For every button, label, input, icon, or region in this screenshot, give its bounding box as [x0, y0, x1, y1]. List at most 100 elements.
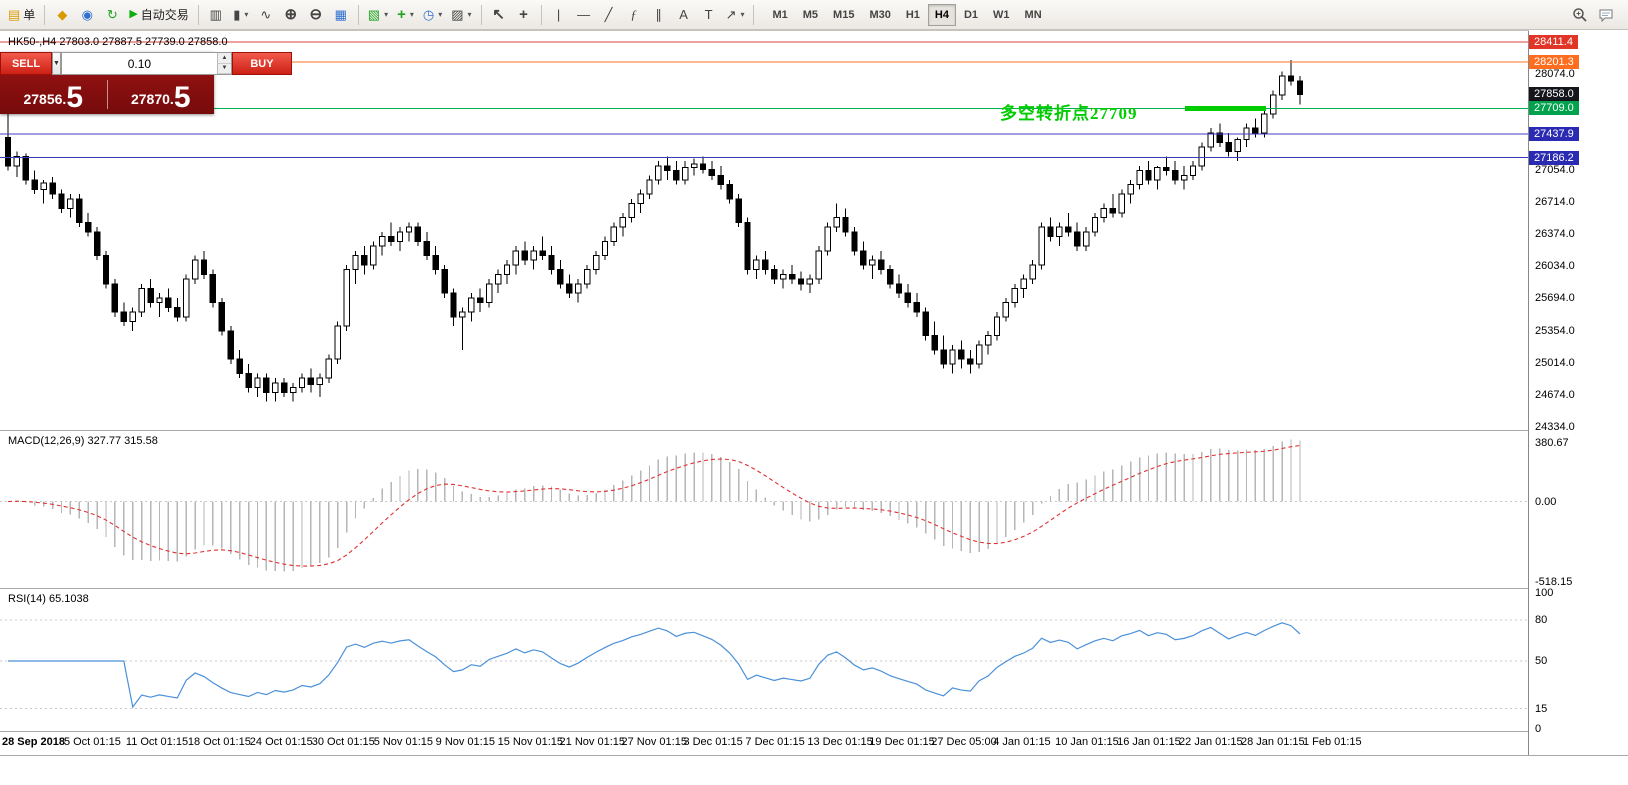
toolbar-right-group	[1568, 3, 1624, 27]
timeframe-w1[interactable]: W1	[986, 4, 1017, 26]
toolbar-separator	[357, 4, 359, 25]
text-tool-button[interactable]: A	[672, 3, 696, 27]
line-chart-icon: ∿	[260, 7, 272, 22]
buy-price[interactable]: 27870. 5	[108, 75, 215, 114]
candlestick-chart-button[interactable]: ▮ ▾	[229, 3, 253, 27]
timeframe-group: M1 M5 M15 M30 H1 H4 D1 W1 MN	[765, 3, 1049, 26]
indicators-button[interactable]: + ▾	[393, 3, 418, 27]
autotrading-label: 自动交易	[140, 8, 189, 22]
profile-button[interactable]: ◉	[75, 3, 99, 27]
timeframe-h4[interactable]: H4	[927, 3, 956, 26]
rsi-axis-tick: 15	[1535, 702, 1548, 715]
timeframe-mn[interactable]: MN	[1018, 4, 1049, 26]
price-label: 27709.0	[1529, 101, 1579, 116]
volume-spinner: ▲ ▼	[216, 53, 231, 74]
price-tick: 26714.0	[1535, 196, 1575, 209]
price-divider	[106, 80, 108, 109]
shapes-tool-button[interactable]: ↗ ▾	[722, 3, 749, 27]
order-options-dropdown[interactable]: ▼	[52, 52, 61, 75]
favorites-icon: ◆	[57, 7, 68, 22]
rsi-axis-tick: 100	[1535, 587, 1554, 599]
price-label: 27437.9	[1529, 126, 1579, 141]
channel-tool-button[interactable]: ∥	[647, 3, 671, 27]
dropdown-caret-icon: ▾	[244, 10, 249, 19]
zoom-out-button[interactable]: ⊖	[304, 3, 328, 27]
buy-button[interactable]: BUY	[231, 52, 292, 75]
new-order-button[interactable]: ▤ 单	[4, 3, 39, 27]
trendline-icon: ╱	[604, 7, 613, 22]
rsi-indicator-label: RSI(14) 65.1038	[8, 593, 89, 605]
trade-panel-controls: SELL ▼ ▲ ▼ BUY	[0, 52, 292, 75]
toolbar-separator	[540, 4, 542, 25]
crosshair-tool-button[interactable]: +	[512, 3, 536, 27]
chart-title: HK50-,H4 27803.0 27887.5 27739.0 27858.0	[8, 36, 228, 48]
zoom-in-button[interactable]: ⊕	[279, 3, 303, 27]
autotrading-button[interactable]: ▶ 自动交易	[125, 3, 192, 27]
macd-axis-tick: 0.00	[1535, 495, 1557, 508]
new-order-label: 单	[23, 8, 36, 22]
symbol-search-icon	[1573, 7, 1587, 22]
horizontal-line-icon: —	[577, 7, 591, 22]
timeframe-d1[interactable]: D1	[957, 4, 985, 26]
vertical-line-icon: |	[556, 7, 561, 22]
cursor-tool-button[interactable]: ↖	[487, 3, 511, 27]
sell-price[interactable]: 27856. 5	[0, 75, 107, 114]
new-chart-icon: ▧	[367, 7, 381, 22]
favorites-button[interactable]: ◆	[50, 3, 74, 27]
fibonacci-tool-button[interactable]: ƒ	[622, 3, 646, 27]
price-scale[interactable]: 28074.0 27054.0 26714.0 26374.0 26034.0 25694…	[1529, 30, 1628, 755]
volume-down-button[interactable]: ▼	[217, 63, 231, 74]
refresh-button[interactable]: ↻	[100, 3, 124, 27]
text-tool-icon: A	[679, 7, 688, 22]
buy-price-int: 27870.	[130, 91, 174, 107]
new-chart-button[interactable]: ▧ ▾	[364, 3, 392, 27]
price-tick: 26374.0	[1535, 228, 1575, 241]
bar-chart-button[interactable]: ▥	[204, 3, 228, 27]
tile-windows-button[interactable]: ▦	[329, 3, 353, 27]
label-tool-button[interactable]: T	[697, 3, 721, 27]
pivot-annotation-text[interactable]: 多空转折点27709	[1000, 104, 1138, 123]
channel-icon: ∥	[655, 7, 662, 22]
toolbar-separator	[44, 4, 46, 25]
toolbar: ▤ 单 ◆ ◉ ↻ ▶ 自动交易 ▥ ▮ ▾ ∿ ⊕ ⊖ ▦ ▧ ▾ + ▾ ◷ ▾ ▨…	[0, 0, 1628, 30]
timeframe-h1[interactable]: H1	[899, 4, 927, 26]
refresh-icon: ↻	[106, 7, 118, 22]
trendline-tool-button[interactable]: ╱	[597, 3, 621, 27]
price-tick: 24334.0	[1535, 420, 1575, 433]
sell-button[interactable]: SELL	[0, 52, 52, 75]
macd-indicator-label: MACD(12,26,9) 327.77 315.58	[8, 435, 158, 447]
template-icon: ▨	[451, 7, 464, 22]
timeframe-m30[interactable]: M30	[862, 4, 897, 26]
symbol-search-button[interactable]	[1568, 3, 1592, 27]
bar-chart-icon: ▥	[209, 7, 222, 22]
sell-price-big-digit: 5	[66, 80, 83, 114]
timeframe-m5[interactable]: M5	[796, 4, 825, 26]
periods-button[interactable]: ◷ ▾	[419, 3, 446, 27]
timeframe-m15[interactable]: M15	[826, 4, 861, 26]
cursor-icon: ↖	[492, 6, 505, 23]
zoom-out-icon: ⊖	[309, 6, 323, 23]
chat-button[interactable]	[1594, 3, 1618, 27]
toolbar-separator	[753, 4, 755, 25]
volume-up-button[interactable]: ▲	[217, 53, 231, 64]
line-chart-button[interactable]: ∿	[254, 3, 278, 27]
price-label: 27186.2	[1529, 150, 1579, 165]
crosshair-icon: +	[519, 6, 528, 23]
macd-axis-tick: -518.15	[1535, 575, 1573, 588]
price-tick: 28074.0	[1535, 67, 1575, 80]
dropdown-caret-icon: ▾	[384, 10, 389, 19]
price-tick: 27054.0	[1535, 164, 1575, 177]
chat-icon	[1599, 9, 1613, 22]
autotrading-play-icon: ▶	[129, 8, 138, 20]
zoom-in-icon: ⊕	[284, 6, 298, 23]
profile-icon: ◉	[81, 7, 93, 22]
toolbar-separator	[197, 4, 199, 25]
horizontal-line-tool-button[interactable]: —	[572, 3, 596, 27]
templates-button[interactable]: ▨ ▾	[447, 3, 475, 27]
timeframe-m1[interactable]: M1	[765, 4, 794, 26]
dropdown-caret-icon: ▾	[409, 10, 414, 19]
vertical-line-tool-button[interactable]: |	[547, 3, 571, 27]
volume-input[interactable]	[61, 53, 217, 74]
